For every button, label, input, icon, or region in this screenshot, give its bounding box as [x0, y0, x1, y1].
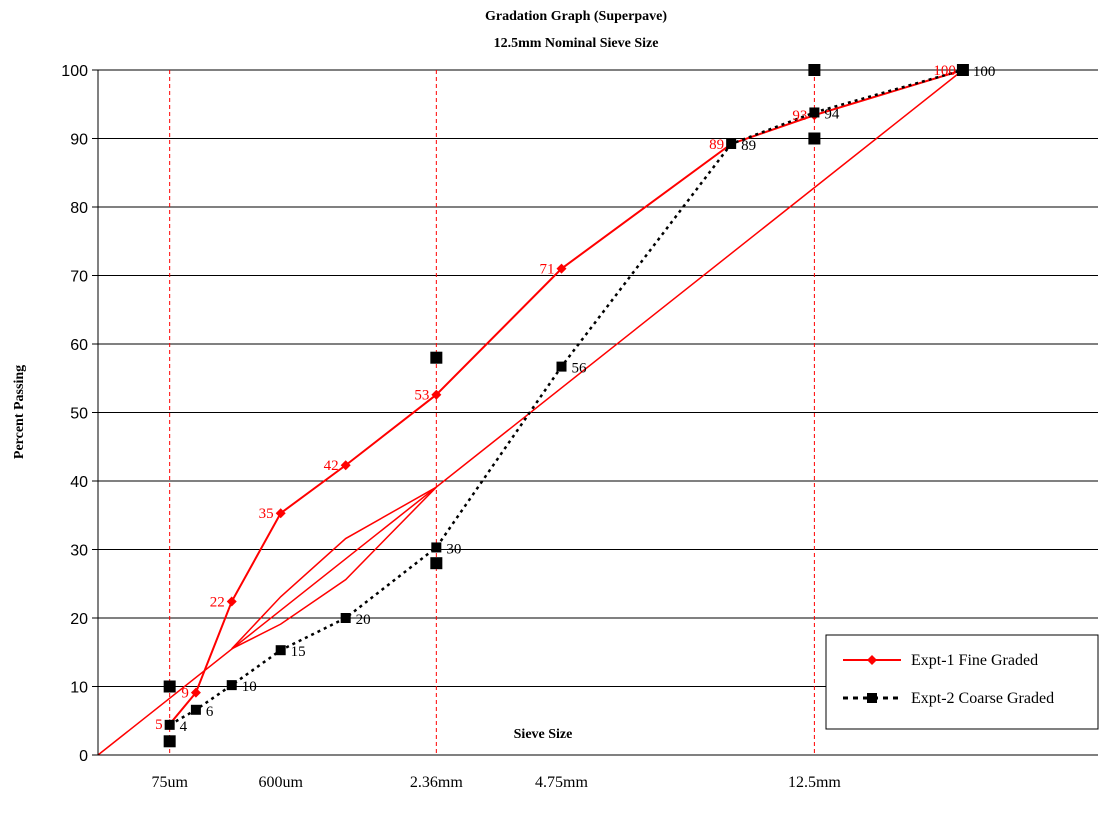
series-1-data-label-5: 30	[446, 541, 461, 557]
control-point-marker-0	[163, 735, 176, 748]
restricted-zone-lower-boundary	[231, 486, 437, 650]
series-1-data-label-7: 89	[741, 138, 756, 154]
x-tick-label-3: 4.75mm	[535, 774, 588, 791]
series-1-data-label-9: 100	[973, 64, 996, 80]
series-1-data-label-8: 94	[824, 106, 840, 122]
series-0-diamond-marker-6	[556, 263, 567, 274]
series-1-data-label-3: 15	[291, 644, 306, 660]
series-line-1	[169, 68, 964, 726]
series-0-diamond-marker-5	[431, 389, 442, 400]
y-tick-label-60: 60	[70, 337, 88, 354]
series-0-data-label-6: 71	[540, 262, 555, 278]
series-0-diamond-marker-4	[340, 460, 351, 471]
series-0-data-label-0: 5	[155, 717, 163, 733]
data-labels: 5 9 22 35 42 53 71 89 93 100 4 6 10 15 20 30 56 89 94 100	[155, 63, 995, 735]
control-point-marker-5	[808, 64, 821, 76]
chart-title: Gradation Graph (Superpave)	[485, 9, 667, 24]
series-1-square-marker-0	[164, 719, 175, 730]
x-tick-label-1: 600um	[258, 774, 303, 791]
legend-fine-diamond-marker	[867, 655, 877, 665]
y-tick-label-100: 100	[61, 63, 88, 80]
series-1-square-marker-7	[726, 138, 737, 149]
legend-coarse-square-marker	[867, 693, 877, 703]
legend: Expt-1 Fine Graded Expt-2 Coarse Graded	[825, 634, 1099, 730]
y-tick-label-80: 80	[70, 200, 88, 217]
series-line-0	[168, 69, 964, 725]
series-0-data-label-3: 35	[259, 506, 274, 522]
series-1-data-label-0: 4	[180, 719, 188, 735]
series-0-data-label-7: 89	[709, 137, 724, 153]
legend-fine-label: Expt-1 Fine Graded	[911, 652, 1038, 669]
y-tick-label-50: 50	[70, 406, 88, 423]
control-point-marker-1	[163, 680, 176, 693]
series-1-square-marker-3	[275, 645, 286, 656]
control-point-marker-3	[430, 351, 443, 364]
series-0-data-label-9: 100	[933, 63, 956, 79]
series-0-data-label-8: 93	[792, 108, 807, 124]
data-markers	[163, 64, 969, 748]
series-1-square-marker-9	[957, 65, 968, 75]
series-0-diamond-marker-3	[275, 508, 286, 519]
series-0-diamond-marker-1	[190, 687, 201, 698]
series-1-square-marker-5	[431, 542, 442, 553]
restricted-zone-upper-boundary	[231, 486, 437, 650]
gridlines	[98, 69, 1098, 687]
series-1-square-marker-2	[226, 680, 237, 691]
y-tick-label-70: 70	[70, 269, 88, 286]
series-1-data-label-2: 10	[242, 679, 257, 695]
series-1-square-marker-8	[809, 107, 820, 118]
series-1-square-marker-1	[190, 704, 201, 715]
y-axis-title: Percent Passing	[12, 365, 27, 459]
series-0-data-label-1: 9	[181, 686, 189, 702]
series-0-data-label-5: 53	[414, 388, 429, 404]
control-sieve-lines	[169, 70, 815, 755]
x-axis-title: Sieve Size	[514, 727, 573, 742]
series-0-data-label-2: 22	[210, 595, 225, 611]
x-tick-label-0: 75um	[151, 774, 188, 791]
control-point-marker-4	[808, 132, 821, 145]
y-tick-label-10: 10	[70, 680, 88, 697]
y-tick-label-90: 90	[70, 132, 88, 149]
legend-coarse-label: Expt-2 Coarse Graded	[911, 690, 1054, 707]
series-1-square-marker-4	[340, 613, 351, 623]
series-0-data-label-4: 42	[324, 458, 339, 474]
control-point-marker-2	[430, 557, 443, 570]
axes: 0 10 20 30 40 50 60 70 80 90 100 75um 600um 2.36mm 4.7…	[61, 63, 1098, 791]
series-1-square-marker-6	[556, 361, 567, 372]
y-tick-label-0: 0	[79, 748, 88, 765]
legend-frame	[825, 634, 1099, 730]
chart-subtitle: 12.5mm Nominal Sieve Size	[494, 36, 659, 51]
series-1-data-label-4: 20	[356, 612, 371, 628]
series-0-diamond-marker-2	[226, 596, 237, 607]
x-tick-label-4: 12.5mm	[788, 774, 841, 791]
x-tick-label-2: 2.36mm	[410, 774, 463, 791]
y-tick-label-20: 20	[70, 611, 88, 628]
series-1-data-label-6: 56	[572, 361, 588, 377]
series-1-data-label-1: 6	[206, 704, 214, 720]
y-tick-label-40: 40	[70, 474, 88, 491]
y-tick-label-30: 30	[70, 543, 88, 560]
series-lines	[168, 68, 964, 726]
